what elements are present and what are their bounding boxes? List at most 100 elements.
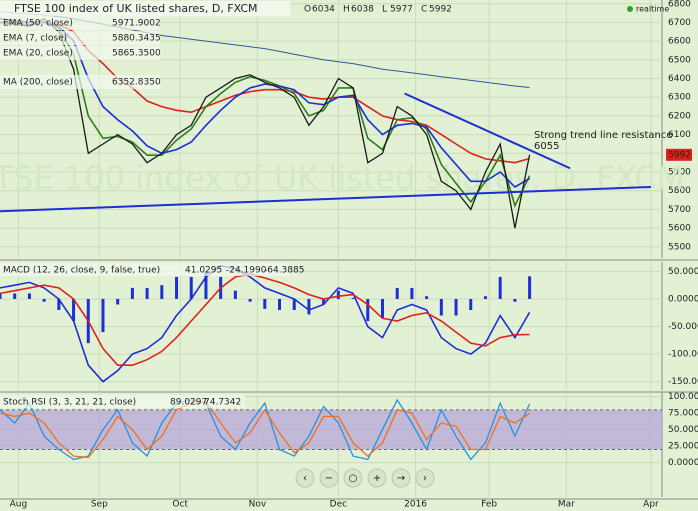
legend-value: 74.7342 xyxy=(204,398,241,408)
ohlc-value: 5977 xyxy=(390,5,413,15)
histogram-bar xyxy=(42,298,46,302)
macd-line xyxy=(0,273,530,366)
histogram-bar xyxy=(336,290,340,299)
y-tick-label: 100.0000 xyxy=(668,392,698,402)
legend-value: 89.0297 xyxy=(170,398,207,408)
annotation: Strong trend line resistance xyxy=(534,130,672,141)
chart-title: FTSE 100 index of UK listed shares, D, F… xyxy=(14,2,258,15)
histogram-bar xyxy=(307,298,311,315)
nav-button[interactable] xyxy=(343,468,363,488)
x-tick-label: 2016 xyxy=(404,500,427,510)
nav-icon: › xyxy=(423,473,427,484)
nav-button[interactable] xyxy=(391,468,411,488)
histogram-bar xyxy=(366,298,370,322)
histogram-bar xyxy=(263,298,267,309)
histogram-bar xyxy=(175,276,179,299)
ohlc-value: 6034 xyxy=(312,5,335,15)
y-tick-label: 5900 xyxy=(668,168,691,178)
histogram-bar xyxy=(292,298,296,310)
legend-value: -64.3885 xyxy=(264,266,304,276)
last-price-label: 5992 xyxy=(668,150,691,160)
stoch-line xyxy=(0,398,531,461)
y-tick-label: 6800 xyxy=(668,0,691,9)
legend-value: 5880.3435 xyxy=(112,34,161,44)
price-line xyxy=(0,17,531,229)
ohlc-label: L xyxy=(382,5,387,15)
watermark: FTSE 100 index of UK listed shares, D, F… xyxy=(0,159,684,197)
x-tick-label: Apr xyxy=(643,500,659,510)
trend-line xyxy=(404,92,571,170)
legend-value: 6352.8350 xyxy=(112,78,161,88)
y-tick-label: 5500 xyxy=(668,242,691,252)
x-tick-label: Sep xyxy=(91,500,108,510)
histogram-bar xyxy=(513,298,517,302)
legend-value: 41.0295 xyxy=(185,266,222,276)
legend-value: -24.1990 xyxy=(226,266,267,276)
y-tick-label: 5600 xyxy=(668,224,691,234)
histogram-bar xyxy=(116,298,120,305)
nav-button[interactable] xyxy=(415,468,435,488)
ohlc-value: 5992 xyxy=(429,5,452,15)
legend-box xyxy=(0,16,160,30)
x-tick-label: Mar xyxy=(558,500,575,510)
nav-icon: − xyxy=(325,473,333,484)
indicator-line xyxy=(0,20,531,208)
histogram-bar xyxy=(469,298,473,310)
histogram-bar xyxy=(425,296,429,299)
last-price-box xyxy=(666,148,692,161)
panel-title: Stoch RSI (3, 3, 21, 21, close) xyxy=(3,398,136,408)
histogram-bar xyxy=(395,287,399,299)
histogram-bar xyxy=(351,297,355,299)
histogram-bar xyxy=(145,287,149,299)
y-tick-label: 5800 xyxy=(668,186,691,196)
legend-value: 5865.3500 xyxy=(112,49,161,59)
histogram-bar xyxy=(160,285,164,299)
y-tick-label: 0.0000 xyxy=(668,294,698,304)
y-tick-label: 6700 xyxy=(668,18,691,28)
legend-box xyxy=(0,395,245,408)
histogram-bar xyxy=(322,298,326,305)
nav-icon: + xyxy=(373,473,381,484)
legend-name: EMA (50, close) xyxy=(3,19,73,29)
histogram-bar xyxy=(454,298,458,316)
nav-button[interactable] xyxy=(367,468,387,488)
y-tick-label: 5700 xyxy=(668,205,691,215)
nav-icon: ‹ xyxy=(303,473,307,484)
y-tick-label: 50.0000 xyxy=(668,267,698,277)
legend-name: EMA (7, close) xyxy=(3,34,67,44)
histogram-bar xyxy=(528,276,532,299)
x-tick-label: Nov xyxy=(249,500,267,510)
status-label: realtime xyxy=(636,5,669,14)
y-tick-label: 6100 xyxy=(668,130,691,140)
legend-name: EMA (20, close) xyxy=(3,49,73,59)
panel-title: MACD (12, 26, close, 9, false, true) xyxy=(3,266,160,276)
histogram-bar xyxy=(0,293,2,299)
nav-icon: ○ xyxy=(349,473,358,484)
y-tick-label: 50.0000 xyxy=(668,425,698,435)
histogram-bar xyxy=(233,290,237,299)
y-tick-label: 75.0000 xyxy=(668,409,698,419)
histogram-bar xyxy=(410,287,414,299)
histogram-bar xyxy=(101,298,105,333)
y-tick-label: 6500 xyxy=(668,55,691,65)
nav-icon: → xyxy=(397,473,405,484)
nav-button[interactable] xyxy=(295,468,315,488)
histogram-bar xyxy=(130,287,134,299)
trend-line xyxy=(0,185,652,213)
histogram-bar xyxy=(72,298,76,322)
header-box xyxy=(0,1,290,16)
histogram-bar xyxy=(27,293,31,299)
annotation: 6055 xyxy=(534,141,559,152)
histogram-bar xyxy=(498,276,502,299)
histogram-bar xyxy=(278,298,282,310)
y-tick-label: -50.0000 xyxy=(668,322,698,332)
legend-box xyxy=(0,263,290,276)
legend-box xyxy=(0,46,160,60)
legend-name: MA (200, close) xyxy=(3,78,73,88)
nav-button[interactable] xyxy=(319,468,339,488)
legend-value: 5971.9002 xyxy=(112,19,161,29)
histogram-bar xyxy=(439,298,443,316)
x-tick-label: Dec xyxy=(330,500,347,510)
x-tick-label: Aug xyxy=(10,500,28,510)
